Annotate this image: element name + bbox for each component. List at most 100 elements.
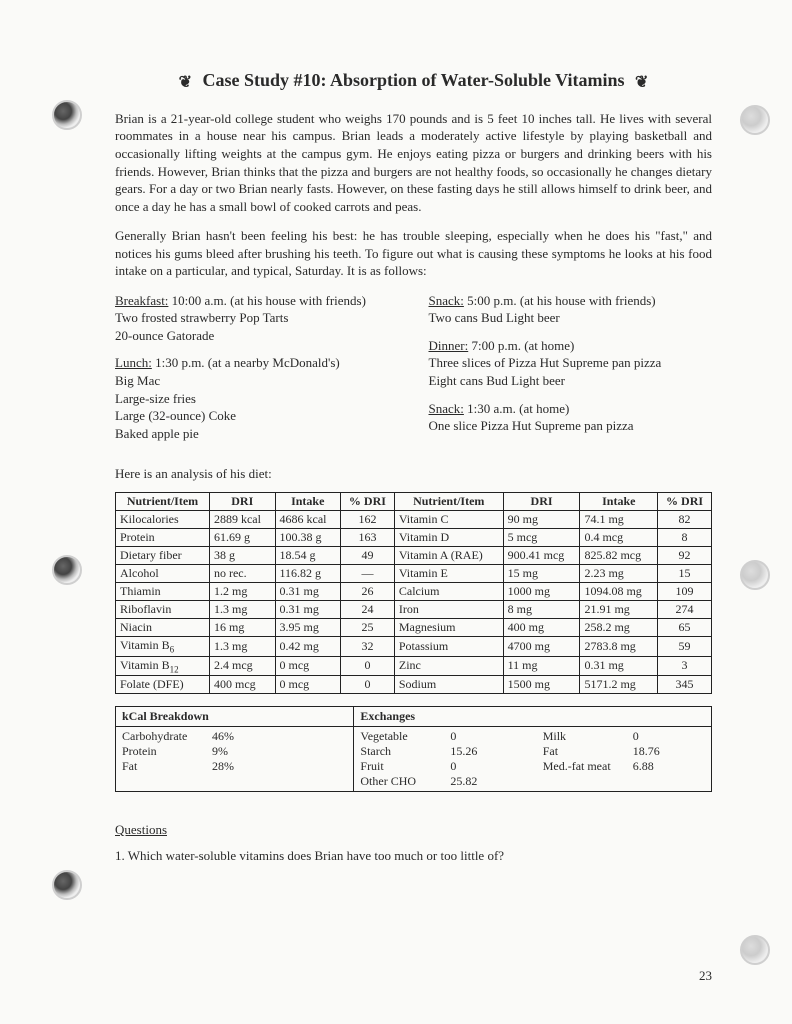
- table-cell: 0: [341, 656, 395, 675]
- table-cell: 0: [341, 675, 395, 693]
- table-cell: 345: [658, 675, 712, 693]
- table-cell: 162: [341, 511, 395, 529]
- table-cell: 49: [341, 547, 395, 565]
- table-row: Thiamin1.2 mg0.31 mg26Calcium1000 mg1094…: [116, 583, 712, 601]
- page-number: 23: [699, 968, 712, 984]
- page-title: ❦ Case Study #10: Absorption of Water-So…: [115, 70, 712, 92]
- exch-label: Milk: [543, 729, 633, 744]
- table-cell: Sodium: [394, 675, 503, 693]
- table-cell: 163: [341, 529, 395, 547]
- kcal-val: 9%: [212, 744, 228, 759]
- table-cell: 116.82 g: [275, 565, 341, 583]
- table-cell: 400 mg: [503, 619, 580, 637]
- table-cell: Thiamin: [116, 583, 210, 601]
- table-cell: Alcohol: [116, 565, 210, 583]
- table-cell: 82: [658, 511, 712, 529]
- table-cell: Vitamin D: [394, 529, 503, 547]
- exch-label: Fat: [543, 744, 633, 759]
- binder-hole: [740, 105, 770, 135]
- title-text: Case Study #10: Absorption of Water-Solu…: [202, 70, 624, 90]
- kcal-label: Carbohydrate: [122, 729, 212, 744]
- exch-val: 25.82: [450, 774, 477, 789]
- table-cell: 1000 mg: [503, 583, 580, 601]
- exch-label: Med.-fat meat: [543, 759, 633, 774]
- table-cell: 21.91 mg: [580, 601, 658, 619]
- table-cell: Kilocalories: [116, 511, 210, 529]
- table-cell: Protein: [116, 529, 210, 547]
- table-cell: 15 mg: [503, 565, 580, 583]
- table-cell: 5171.2 mg: [580, 675, 658, 693]
- meal-breakfast: Breakfast: 10:00 a.m. (at his house with…: [115, 292, 399, 345]
- meal-item: One slice Pizza Hut Supreme pan pizza: [429, 418, 634, 433]
- table-row: Alcoholno rec.116.82 g—Vitamin E15 mg2.2…: [116, 565, 712, 583]
- analysis-intro: Here is an analysis of his diet:: [115, 466, 712, 482]
- table-header-row: kCal Breakdown Exchanges: [116, 706, 712, 726]
- meal-dinner: Dinner: 7:00 p.m. (at home) Three slices…: [429, 337, 713, 390]
- meal-head: Snack:: [429, 293, 464, 308]
- table-header: Intake: [580, 493, 658, 511]
- exch-val: 0: [450, 729, 456, 744]
- kcal-val: 28%: [212, 759, 234, 774]
- table-cell: 90 mg: [503, 511, 580, 529]
- table-cell: Iron: [394, 601, 503, 619]
- table-cell: 0 mcg: [275, 656, 341, 675]
- binder-hole: [52, 100, 82, 130]
- table-row: Vitamin B61.3 mg0.42 mg32Potassium4700 m…: [116, 637, 712, 656]
- table-cell: 1500 mg: [503, 675, 580, 693]
- table-cell: 8: [658, 529, 712, 547]
- table-cell: 0.31 mg: [580, 656, 658, 675]
- kcal-cell: Carbohydrate46% Protein9% Fat28%: [116, 726, 354, 791]
- table-row: Carbohydrate46% Protein9% Fat28% Vegetab…: [116, 726, 712, 791]
- meal-snack1: Snack: 5:00 p.m. (at his house with frie…: [429, 292, 713, 327]
- table-cell: no rec.: [209, 565, 275, 583]
- table-cell: 258.2 mg: [580, 619, 658, 637]
- table-cell: 900.41 mcg: [503, 547, 580, 565]
- table-cell: 2783.8 mg: [580, 637, 658, 656]
- table-cell: Magnesium: [394, 619, 503, 637]
- table-header-row: Nutrient/ItemDRIIntake% DRINutrient/Item…: [116, 493, 712, 511]
- exchanges-header: Exchanges: [354, 706, 712, 726]
- table-cell: Potassium: [394, 637, 503, 656]
- table-header: % DRI: [658, 493, 712, 511]
- meal-item: Large-size fries: [115, 391, 196, 406]
- table-cell: 92: [658, 547, 712, 565]
- meal-item: Eight cans Bud Light beer: [429, 373, 565, 388]
- meals-columns: Breakfast: 10:00 a.m. (at his house with…: [115, 292, 712, 452]
- meal-head: Snack:: [429, 401, 464, 416]
- exch-val: 0: [633, 729, 639, 744]
- table-cell: 59: [658, 637, 712, 656]
- table-row: Folate (DFE)400 mcg0 mcg0Sodium1500 mg51…: [116, 675, 712, 693]
- document-page: ❦ Case Study #10: Absorption of Water-So…: [0, 0, 792, 1024]
- exch-label: Vegetable: [360, 729, 450, 744]
- meals-right-col: Snack: 5:00 p.m. (at his house with frie…: [429, 292, 713, 452]
- table-cell: —: [341, 565, 395, 583]
- meal-lunch: Lunch: 1:30 p.m. (at a nearby McDonald's…: [115, 354, 399, 442]
- table-cell: 4686 kcal: [275, 511, 341, 529]
- table-cell: 0.42 mg: [275, 637, 341, 656]
- table-header: Nutrient/Item: [394, 493, 503, 511]
- meal-item: Baked apple pie: [115, 426, 199, 441]
- meal-item: 20-ounce Gatorade: [115, 328, 214, 343]
- table-cell: Dietary fiber: [116, 547, 210, 565]
- paragraph: Generally Brian hasn't been feeling his …: [115, 227, 712, 280]
- table-cell: 100.38 g: [275, 529, 341, 547]
- exch-val: 0: [450, 759, 456, 774]
- table-cell: 1.3 mg: [209, 601, 275, 619]
- table-cell: Vitamin B6: [116, 637, 210, 656]
- table-cell: 38 g: [209, 547, 275, 565]
- table-cell: 2.4 mcg: [209, 656, 275, 675]
- table-cell: 16 mg: [209, 619, 275, 637]
- table-cell: Folate (DFE): [116, 675, 210, 693]
- table-cell: 2.23 mg: [580, 565, 658, 583]
- breakdown-table: kCal Breakdown Exchanges Carbohydrate46%…: [115, 706, 712, 792]
- meal-time: 1:30 p.m. (at a nearby McDonald's): [152, 355, 340, 370]
- table-cell: 109: [658, 583, 712, 601]
- table-cell: 5 mcg: [503, 529, 580, 547]
- table-cell: 65: [658, 619, 712, 637]
- table-header: Intake: [275, 493, 341, 511]
- exch-label: Starch: [360, 744, 450, 759]
- table-cell: 2889 kcal: [209, 511, 275, 529]
- table-header: DRI: [209, 493, 275, 511]
- kcal-val: 46%: [212, 729, 234, 744]
- questions-heading: Questions: [115, 822, 712, 838]
